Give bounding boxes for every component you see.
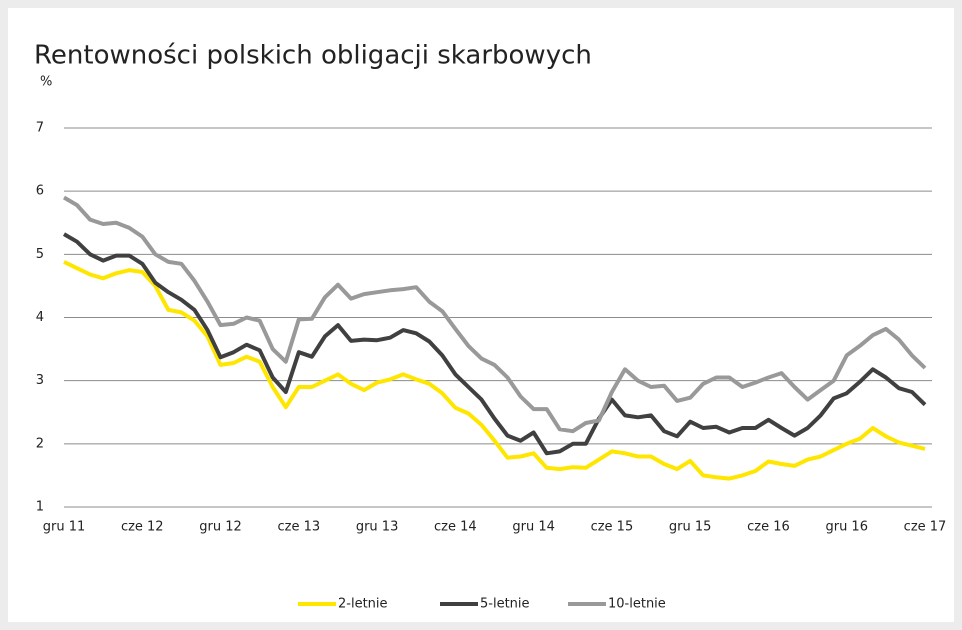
x-tick-label: gru 16 xyxy=(825,520,868,535)
series-line xyxy=(62,232,927,456)
x-tick-label: cze 14 xyxy=(434,520,477,535)
series-line xyxy=(62,195,927,434)
legend-label: 2-letnie xyxy=(338,597,388,612)
x-tick-label: gru 14 xyxy=(512,520,555,535)
x-tick-label: cze 13 xyxy=(277,520,320,535)
y-tick-label: 6 xyxy=(36,184,44,199)
y-tick-label: 5 xyxy=(36,247,44,262)
x-tick-label: cze 12 xyxy=(121,520,164,535)
legend-label: 5-letnie xyxy=(480,597,530,612)
x-tick-label: cze 15 xyxy=(591,520,634,535)
y-tick-label: 3 xyxy=(36,373,44,388)
series-line xyxy=(63,260,926,481)
x-tick-label: gru 11 xyxy=(43,520,86,535)
y-tick-label: 4 xyxy=(36,310,44,325)
x-tick-label: gru 13 xyxy=(356,520,399,535)
chart-panel xyxy=(8,8,954,622)
legend-label: 10-letnie xyxy=(608,597,666,612)
x-tick-label: gru 15 xyxy=(669,520,712,535)
y-axis-label: % xyxy=(40,75,52,90)
y-tick-label: 7 xyxy=(36,121,44,136)
y-tick-label: 1 xyxy=(36,500,44,515)
y-tick-label: 2 xyxy=(36,436,44,451)
x-tick-label: cze 16 xyxy=(747,520,790,535)
x-tick-label: cze 17 xyxy=(904,520,947,535)
chart-title: Rentowności polskich obligacji skarbowyc… xyxy=(34,41,592,71)
x-tick-label: gru 12 xyxy=(199,520,242,535)
